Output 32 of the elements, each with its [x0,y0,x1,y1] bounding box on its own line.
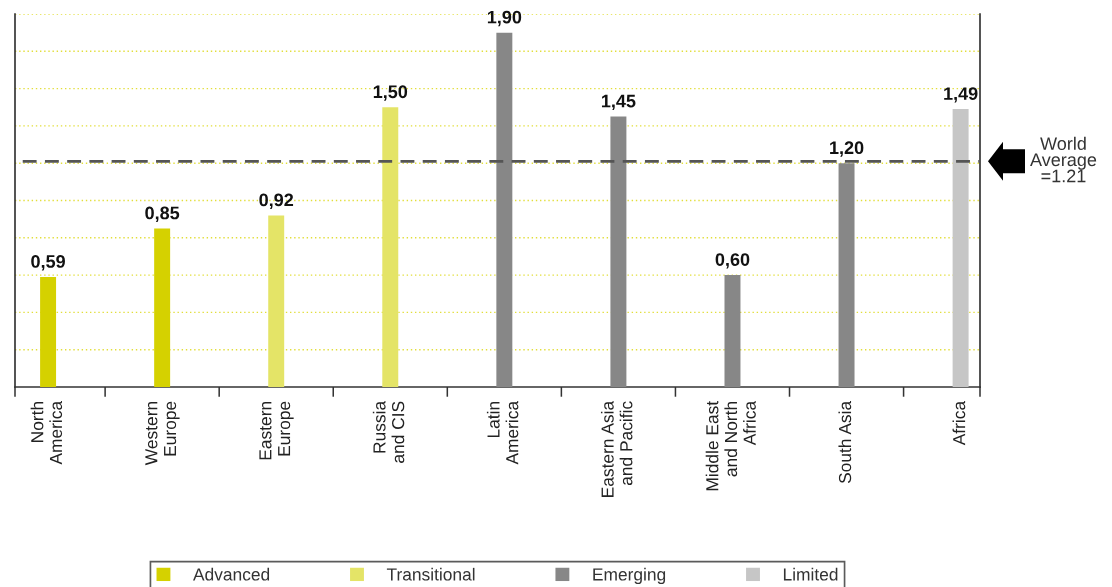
x-tick-label: Eastern Asia and Pacific [600,400,633,497]
x-tick-label: Africa [952,400,966,446]
x-tick-label: Eastern Europe [259,401,294,460]
legend-label: Limited [783,567,838,581]
bar [952,109,969,387]
data-label: 0,92 [259,193,294,209]
x-tick-label: Russia and CIS [372,400,405,463]
data-label: 1,50 [373,85,408,101]
bar [154,228,171,387]
data-label: 1,49 [944,87,978,103]
x-tick-label: Western Europe [145,401,180,466]
legend-label: Advanced [193,567,270,581]
legend-label: Emerging [593,567,666,585]
x-tick-label: Middle East and North Africa [705,400,756,491]
legend-label: Transitional [386,567,475,581]
data-label: 0,85 [145,206,180,222]
bar [382,107,399,387]
bar [838,163,855,387]
ref-line-label: World Average =1.21 [1030,136,1097,183]
x-tick-label: South Asia [838,400,852,484]
bar [610,116,627,387]
x-tick-label: Latin America [486,400,519,465]
bar [268,215,285,387]
data-label: 1,20 [830,141,864,157]
x-tick-label: North America [30,400,63,465]
data-label: 0,59 [31,255,65,271]
bar [724,275,741,387]
data-label: 0,60 [715,253,750,269]
data-label: 1,90 [487,10,522,27]
data-label: 1,45 [601,94,636,111]
bar [496,32,513,387]
bar [40,276,57,387]
